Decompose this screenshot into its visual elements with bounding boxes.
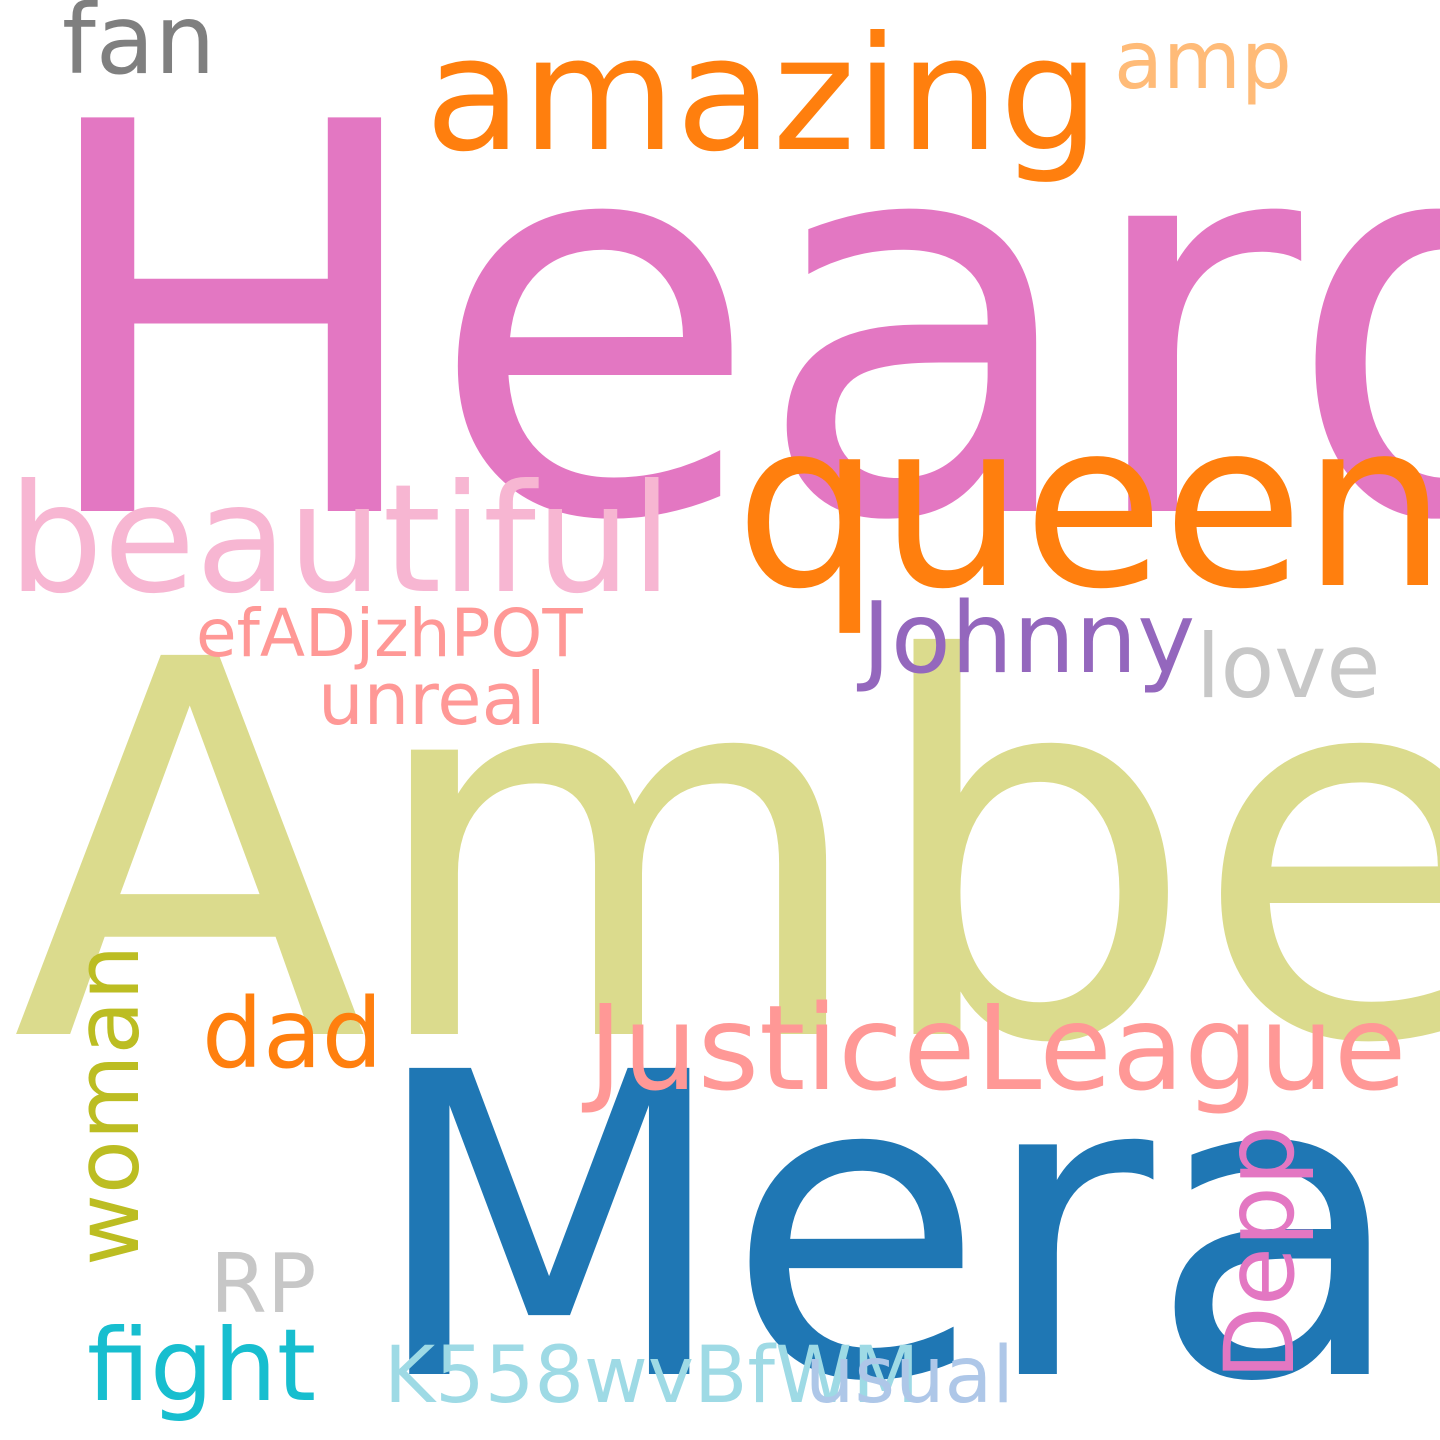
word-woman: woman xyxy=(56,944,159,1266)
word-k558wvbfwm: K558wvBfWM xyxy=(384,1331,920,1421)
word-heard: Heard xyxy=(28,11,1440,639)
word-efadjzhpot: efADjzhPOT xyxy=(196,595,583,672)
word-mera: Mera xyxy=(368,985,1407,1440)
word-fight: fight xyxy=(87,1307,317,1424)
word-dad: dad xyxy=(202,978,383,1090)
word-rp: RP xyxy=(210,1237,317,1332)
word-johnny: Johnny xyxy=(862,582,1196,696)
word-depp: Depp xyxy=(1204,1125,1316,1380)
word-amber: Amber xyxy=(12,551,1440,1157)
word-unreal: unreal xyxy=(318,657,546,741)
word-justiceleague: JusticeLeague xyxy=(588,979,1407,1117)
word-love: love xyxy=(1196,615,1381,718)
word-usual: usual xyxy=(805,1331,1014,1421)
word-fan: fan xyxy=(62,0,216,96)
word-beautiful: beautiful xyxy=(8,453,673,627)
word-amazing: amazing xyxy=(425,3,1100,187)
word-amp: amp xyxy=(1114,14,1292,107)
word-queen: queen xyxy=(735,373,1440,640)
